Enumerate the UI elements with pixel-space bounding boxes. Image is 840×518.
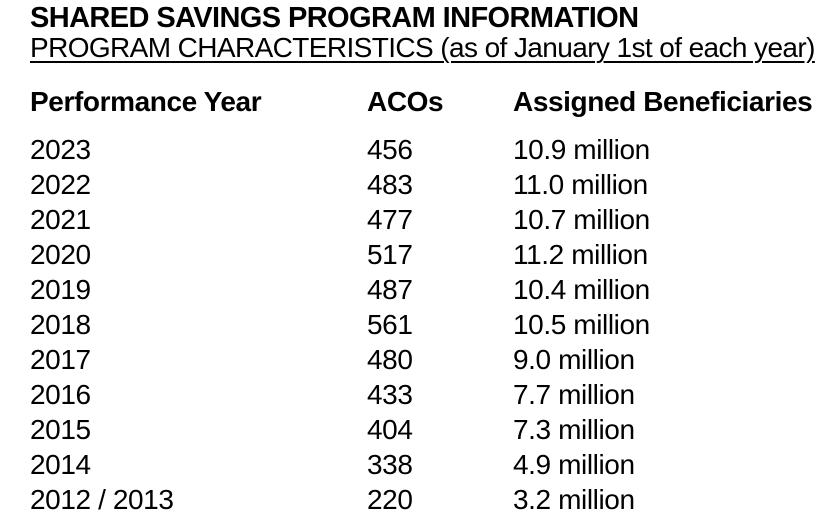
cell-beneficiaries: 10.4 million bbox=[513, 274, 650, 305]
table-row: 2020 517 11.2 million bbox=[30, 237, 820, 272]
cell-acos: 456 bbox=[367, 134, 413, 165]
cell-beneficiaries: 10.9 million bbox=[513, 134, 650, 165]
column-header-performance-year: Performance Year bbox=[30, 86, 262, 117]
table-row: 2016 433 7.7 million bbox=[30, 377, 820, 412]
cell-beneficiaries: 9.0 million bbox=[513, 344, 635, 375]
table-row: 2023 456 10.9 million bbox=[30, 132, 820, 167]
table-row: 2018 561 10.5 million bbox=[30, 307, 820, 342]
cell-acos: 561 bbox=[367, 309, 413, 340]
cell-year: 2023 bbox=[30, 134, 91, 165]
cell-year: 2012 / 2013 bbox=[30, 484, 174, 515]
cell-beneficiaries: 11.0 million bbox=[513, 169, 648, 200]
cell-year: 2020 bbox=[30, 239, 91, 270]
table-row: 2014 338 4.9 million bbox=[30, 447, 820, 482]
cell-year: 2022 bbox=[30, 169, 91, 200]
cell-beneficiaries: 4.9 million bbox=[513, 449, 635, 480]
table-header-row: Performance Year ACOs Assigned Beneficia… bbox=[30, 84, 820, 119]
cell-beneficiaries: 10.7 million bbox=[513, 204, 650, 235]
column-header-assigned-beneficiaries: Assigned Beneficiaries bbox=[513, 86, 813, 117]
cell-beneficiaries: 11.2 million bbox=[513, 239, 648, 270]
page-title: SHARED SAVINGS PROGRAM INFORMATION bbox=[30, 2, 639, 34]
page-subtitle: PROGRAM CHARACTERISTICS (as of January 1… bbox=[30, 32, 815, 63]
cell-year: 2014 bbox=[30, 449, 91, 480]
cell-year: 2018 bbox=[30, 309, 91, 340]
cell-acos: 404 bbox=[367, 414, 413, 445]
cell-year: 2021 bbox=[30, 204, 91, 235]
table-row: 2022 483 11.0 million bbox=[30, 167, 820, 202]
table-row: 2021 477 10.7 million bbox=[30, 202, 820, 237]
column-header-acos: ACOs bbox=[367, 86, 444, 117]
cell-beneficiaries: 3.2 million bbox=[513, 484, 635, 515]
cell-acos: 483 bbox=[367, 169, 413, 200]
table-row: 2017 480 9.0 million bbox=[30, 342, 820, 377]
cell-beneficiaries: 7.3 million bbox=[513, 414, 635, 445]
cell-year: 2016 bbox=[30, 379, 91, 410]
table-row: 2015 404 7.3 million bbox=[30, 412, 820, 447]
cell-beneficiaries: 7.7 million bbox=[513, 379, 635, 410]
table-row: 2019 487 10.4 million bbox=[30, 272, 820, 307]
cell-year: 2017 bbox=[30, 344, 91, 375]
cell-acos: 338 bbox=[367, 449, 413, 480]
cell-beneficiaries: 10.5 million bbox=[513, 309, 650, 340]
program-characteristics-table: Performance Year ACOs Assigned Beneficia… bbox=[30, 84, 820, 517]
cell-acos: 477 bbox=[367, 204, 413, 235]
cell-acos: 220 bbox=[367, 484, 413, 515]
cell-acos: 433 bbox=[367, 379, 413, 410]
cell-acos: 487 bbox=[367, 274, 413, 305]
cell-year: 2019 bbox=[30, 274, 91, 305]
cell-year: 2015 bbox=[30, 414, 91, 445]
cell-acos: 480 bbox=[367, 344, 413, 375]
table-row: 2012 / 2013 220 3.2 million bbox=[30, 482, 820, 517]
cell-acos: 517 bbox=[367, 239, 413, 270]
